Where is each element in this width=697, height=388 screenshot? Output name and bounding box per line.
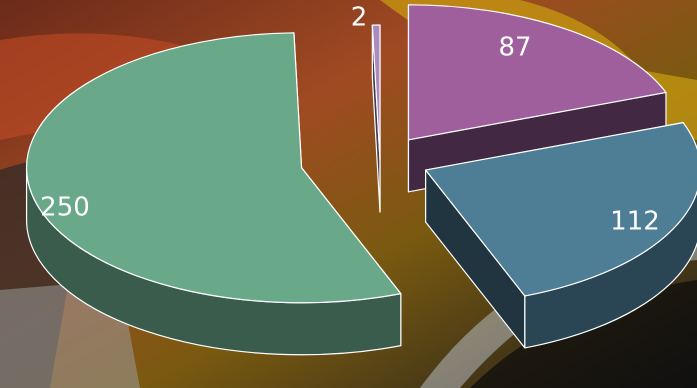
slice-2 (371, 24, 381, 213)
data-label-112: 112 (610, 207, 660, 237)
data-label-2: 2 (351, 3, 368, 33)
slice-250 (25, 32, 402, 356)
data-label-87: 87 (498, 33, 531, 63)
data-label-250: 250 (40, 193, 90, 223)
slice-112 (425, 122, 697, 349)
